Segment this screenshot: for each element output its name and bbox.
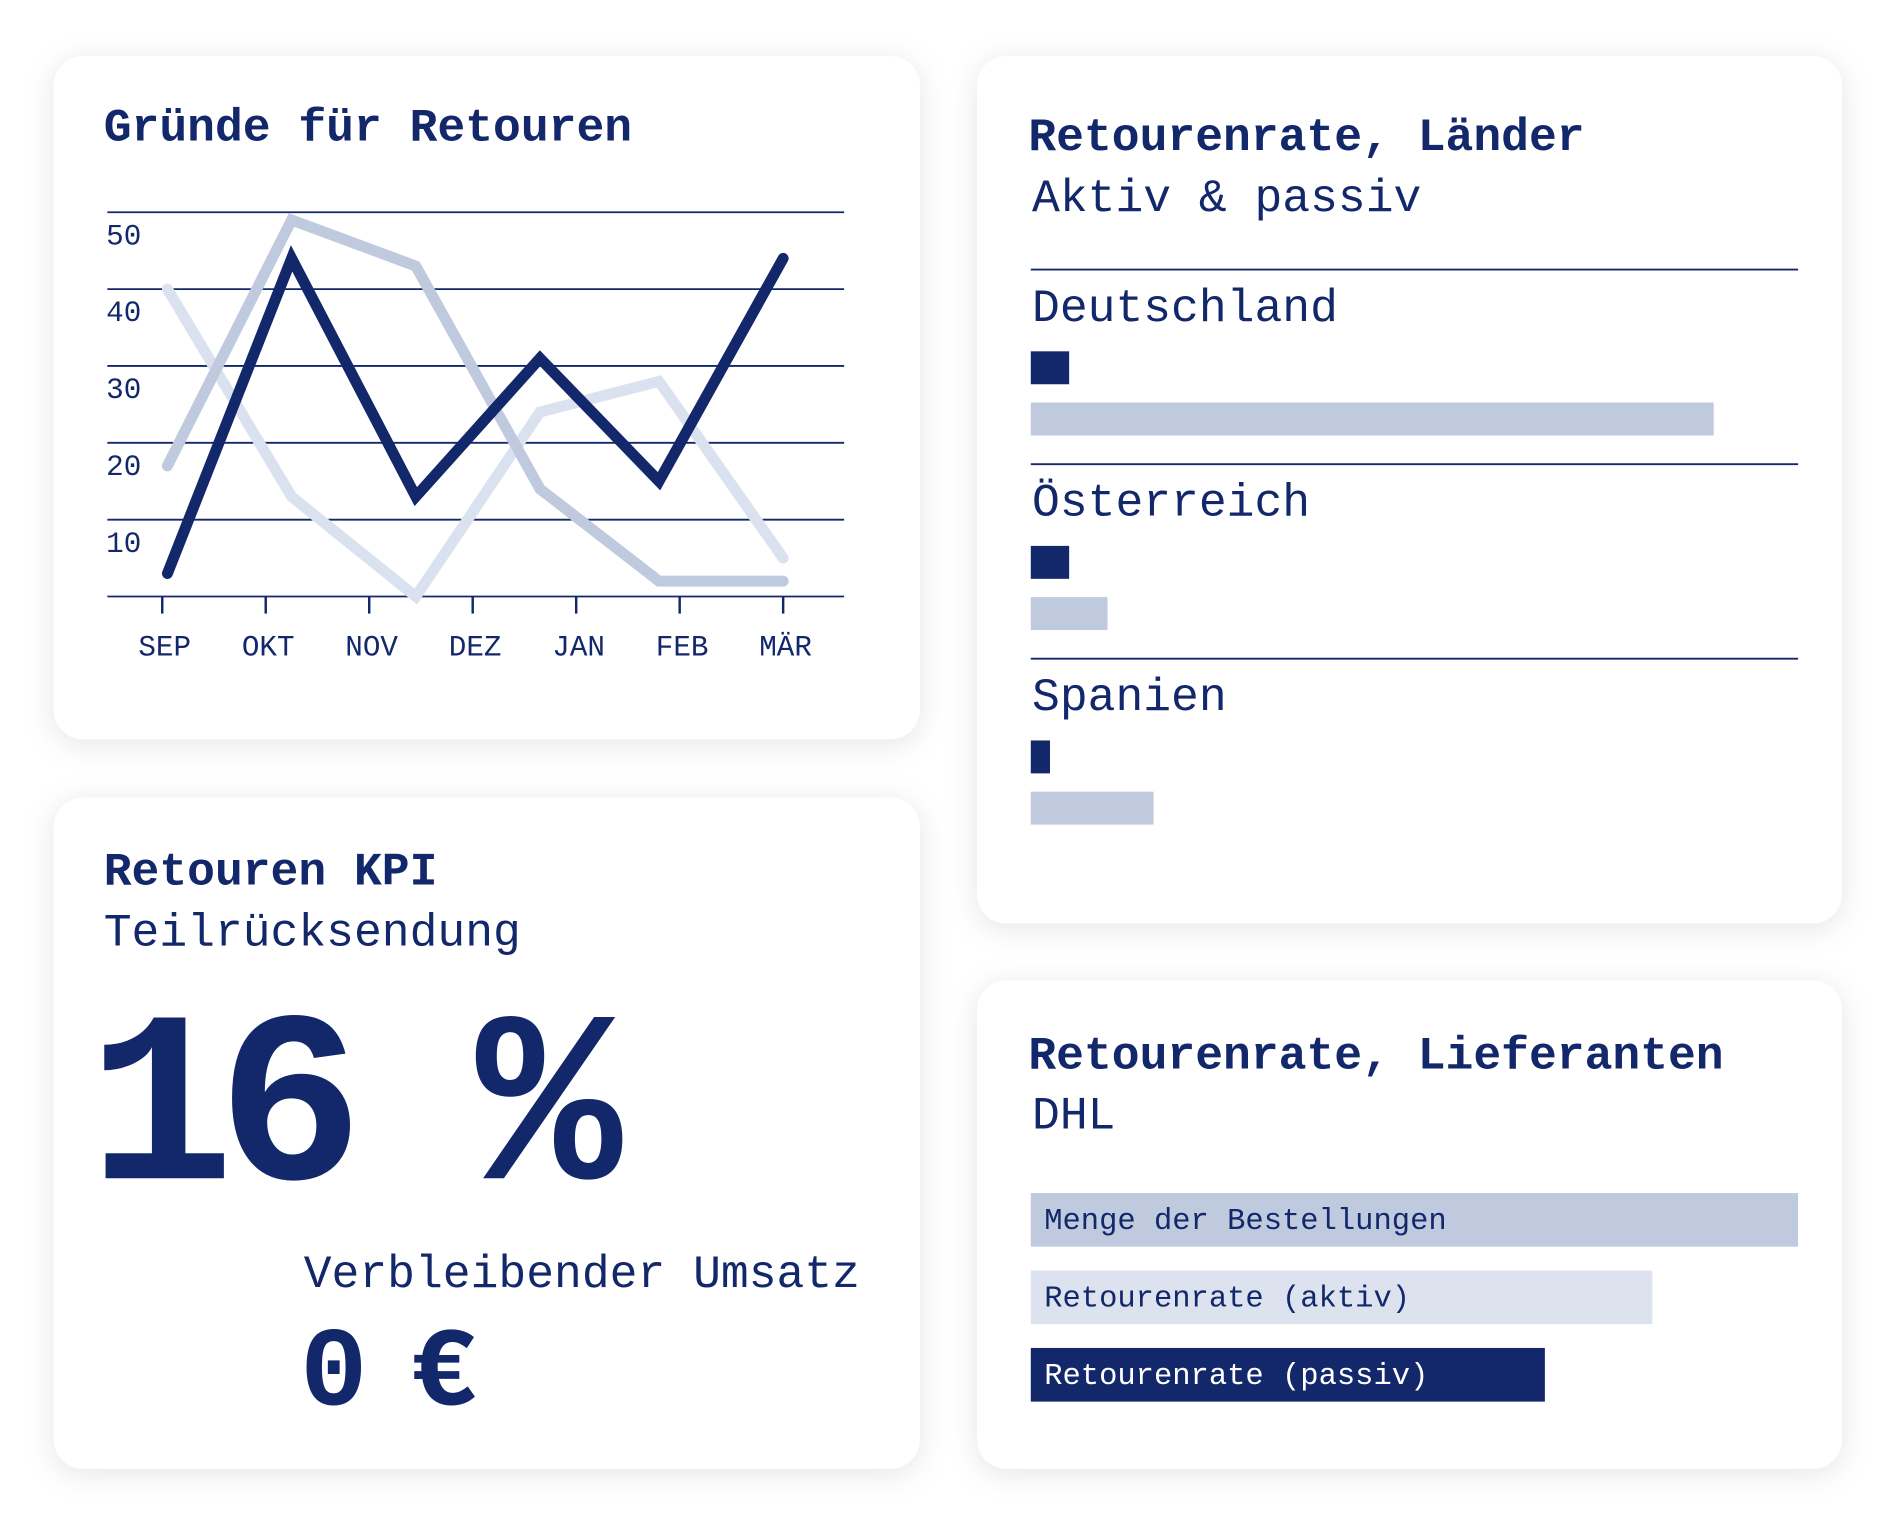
line-series — [161, 283, 789, 605]
card-title: Retourenrate, Länder — [1028, 111, 1584, 164]
x-tick-label: DEZ — [449, 631, 502, 664]
line-series — [161, 213, 789, 587]
bar-label: Retourenrate (passiv) — [1044, 1360, 1428, 1394]
bar — [1030, 402, 1714, 436]
line-series — [161, 245, 789, 579]
x-tick-label: MÄR — [759, 631, 812, 664]
bar-label: Menge der Bestellungen — [1044, 1205, 1446, 1239]
bar — [1030, 1193, 1799, 1247]
x-tick-label: JAN — [552, 631, 605, 664]
bar — [1030, 545, 1070, 579]
kpi-remaining-title: Verbleibender Umsatz — [304, 1248, 860, 1301]
kpi-subtitle: Teilrücksendung — [104, 906, 521, 959]
y-tick-label: 40 — [106, 297, 141, 330]
x-tick-label: NOV — [345, 631, 398, 664]
kpi-remaining: 0 € — [300, 1311, 475, 1438]
y-tick-label: 20 — [106, 451, 141, 484]
card — [977, 56, 1842, 924]
bar — [1030, 791, 1154, 825]
x-tick-label: OKT — [242, 631, 295, 664]
card-title: Retourenrate, Lieferanten — [1028, 1030, 1723, 1083]
x-tick-label: SEP — [138, 631, 191, 664]
y-tick-label: 30 — [106, 374, 141, 407]
card — [53, 797, 920, 1469]
x-tick-label: FEB — [656, 631, 709, 664]
bar — [1030, 1270, 1653, 1325]
category-label: Deutschland — [1032, 282, 1338, 335]
card-subtitle: DHL — [1032, 1089, 1115, 1142]
bar — [1030, 597, 1108, 631]
category-label: Spanien — [1032, 671, 1227, 724]
y-tick-label: 50 — [106, 220, 141, 253]
kpi-title: Retouren KPI — [104, 845, 438, 898]
bar — [1030, 740, 1050, 774]
bar-label: Retourenrate (aktiv) — [1044, 1283, 1410, 1317]
bar — [1030, 351, 1070, 385]
bar — [1030, 1347, 1545, 1402]
kpi-value: 16 % — [88, 976, 623, 1252]
category-label: Österreich — [1032, 476, 1310, 529]
card-subtitle: Aktiv & passiv — [1032, 172, 1421, 225]
y-tick-label: 10 — [106, 528, 141, 561]
card-title: Gründe für Retouren — [104, 101, 632, 154]
